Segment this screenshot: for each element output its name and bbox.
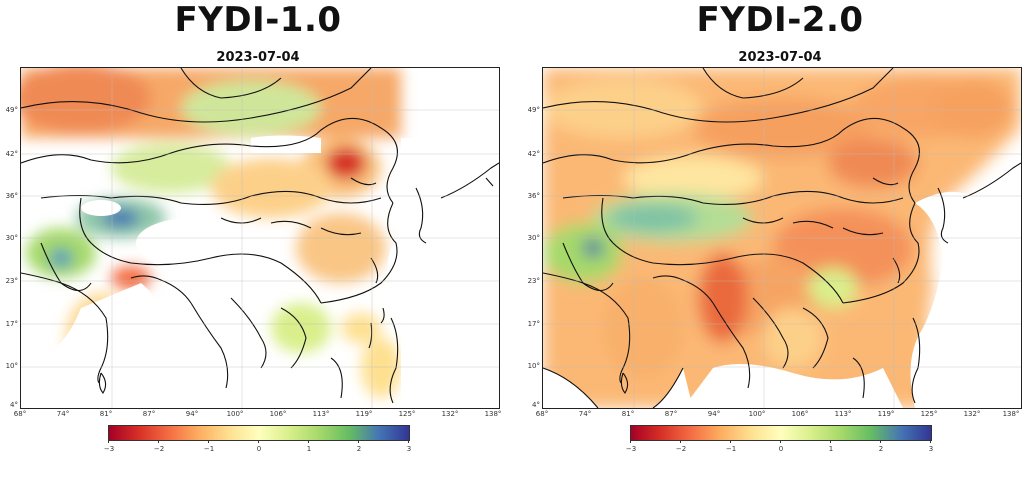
colorbar-tick-label: 1: [306, 445, 312, 453]
colorbar-tick-label: 3: [928, 445, 934, 453]
drought-map: [20, 67, 500, 409]
panel-date: 2023-07-04: [738, 50, 822, 65]
lat-tick-label: 23°: [5, 277, 18, 285]
lon-tick-label: 68°: [13, 410, 27, 418]
lon-tick-label: 119°: [877, 410, 895, 418]
lon-tick-label: 113°: [312, 410, 330, 418]
lat-tick-label: 4°: [532, 401, 540, 409]
lon-tick-label: 125°: [920, 410, 938, 418]
lon-tick-label: 87°: [142, 410, 156, 418]
borders: [21, 68, 499, 404]
lon-tick-label: 106°: [791, 410, 809, 418]
lat-tick-label: 10°: [5, 362, 18, 370]
lat-tick-label: 17°: [5, 320, 18, 328]
colorbar-tick-label: 2: [356, 445, 362, 453]
graticule: [543, 68, 1021, 408]
panel-title: FYDI-1.0: [174, 0, 342, 40]
missing-data: [21, 68, 499, 408]
lat-tick-label: 42°: [527, 150, 540, 158]
lon-tick-label: 81°: [99, 410, 113, 418]
lat-tick-label: 17°: [527, 320, 540, 328]
panel-fydi-1: FYDI-1.0 2023-07-04: [6, 0, 508, 485]
lon-tick-label: 132°: [441, 410, 459, 418]
lat-tick-label: 49°: [5, 106, 18, 114]
colorbar-tick-label: −2: [675, 445, 687, 453]
colorbar-tick-label: −1: [203, 445, 215, 453]
colorbar-tick-label: −1: [725, 445, 737, 453]
colorbar-tick-label: 2: [878, 445, 884, 453]
panel-date: 2023-07-04: [216, 50, 300, 65]
lon-tick-label: 81°: [621, 410, 635, 418]
drought-map: [542, 67, 1022, 409]
colorbar-tick-label: 1: [828, 445, 834, 453]
colorbar: [108, 425, 410, 441]
colorbar-tick-label: −2: [153, 445, 165, 453]
colorbar: [630, 425, 932, 441]
lon-tick-label: 100°: [748, 410, 766, 418]
lat-tick-label: 42°: [5, 150, 18, 158]
map-svg: [543, 68, 1021, 408]
lon-tick-label: 94°: [185, 410, 199, 418]
lat-tick-label: 30°: [527, 234, 540, 242]
colorbar-tick-label: 0: [256, 445, 262, 453]
lon-tick-label: 100°: [226, 410, 244, 418]
lat-tick-label: 36°: [5, 192, 18, 200]
lon-tick-label: 138°: [1002, 410, 1020, 418]
lat-tick-label: 23°: [527, 277, 540, 285]
lon-tick-label: 138°: [484, 410, 502, 418]
borders: [543, 68, 1021, 408]
graticule: [21, 68, 499, 408]
colorbar-tick-label: 0: [778, 445, 784, 453]
lat-tick-label: 36°: [527, 192, 540, 200]
panel-title: FYDI-2.0: [696, 0, 864, 40]
lon-tick-label: 94°: [707, 410, 721, 418]
lat-tick-label: 30°: [5, 234, 18, 242]
colorbar-tick-label: −3: [625, 445, 637, 453]
lat-tick-label: 4°: [10, 401, 18, 409]
lon-tick-label: 119°: [355, 410, 373, 418]
lon-tick-label: 106°: [269, 410, 287, 418]
colorbar-tick-label: 3: [406, 445, 412, 453]
colorbar-tick-label: −3: [103, 445, 115, 453]
lat-tick-label: 49°: [527, 106, 540, 114]
lon-tick-label: 74°: [578, 410, 592, 418]
lon-tick-label: 68°: [535, 410, 549, 418]
lon-tick-label: 74°: [56, 410, 70, 418]
lon-tick-label: 113°: [834, 410, 852, 418]
lon-tick-label: 87°: [664, 410, 678, 418]
sea: [543, 183, 1021, 408]
lon-tick-label: 132°: [963, 410, 981, 418]
lat-tick-label: 10°: [527, 362, 540, 370]
panel-fydi-2: FYDI-2.0 2023-07-04: [528, 0, 1023, 485]
map-svg: [21, 68, 499, 408]
lon-tick-label: 125°: [398, 410, 416, 418]
